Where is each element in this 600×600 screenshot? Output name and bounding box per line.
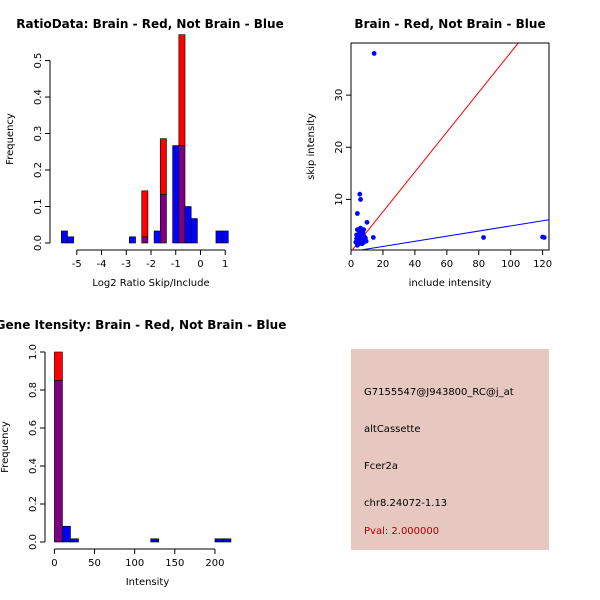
x-tick-label-0: 1: [222, 259, 228, 270]
red-bar-2: [54, 351, 63, 381]
blue-bar-0: [190, 218, 198, 244]
y-tick-label-0: 0.1: [33, 199, 44, 215]
blue-bar-0: [184, 206, 192, 244]
x-tick-label-0: -5: [72, 259, 82, 270]
x-tick-label-2: 100: [125, 558, 144, 569]
y-tick-label-1: 30: [334, 89, 345, 102]
x-tick-label-0: 0: [197, 259, 203, 270]
y-tick-label-0: 0.2: [33, 162, 44, 178]
overlap-bar-0: [159, 194, 167, 244]
x-axis-label-1: include intensity: [409, 278, 492, 289]
scatter-point: [356, 234, 362, 240]
scatter-point: [358, 197, 363, 202]
x-tick-label-2: 200: [205, 558, 224, 569]
x-tick-label-1: 0: [348, 259, 354, 270]
y-tick-label-2: 1.0: [28, 344, 39, 360]
blue-bar-0: [61, 230, 68, 244]
blue-bar-0: [153, 230, 161, 244]
y-tick-label-2: 0.4: [28, 458, 39, 474]
blue-bar-2: [150, 538, 160, 543]
y-tick-label-2: 0.6: [28, 420, 39, 436]
red-bar-0: [159, 138, 167, 195]
overlap-bar-0: [141, 236, 149, 244]
blue-bar-0: [221, 230, 229, 244]
blue-bar-0: [129, 236, 136, 244]
y-tick-label-1: 10: [334, 193, 345, 206]
x-tick-label-2: 0: [51, 558, 57, 569]
scatter-point: [481, 235, 486, 240]
scatter-point: [361, 227, 367, 233]
y-tick-label-0: 0.5: [33, 53, 44, 69]
y-tick-label-2: 0.8: [28, 382, 39, 398]
x-tick-label-2: 50: [88, 558, 101, 569]
y-tick-label-1: 20: [334, 141, 345, 154]
chart-title-0: RatioData: Brain - Red, Not Brain - Blue: [16, 17, 283, 31]
red-bar-0: [141, 190, 149, 238]
x-axis-label-0: Log2 Ratio Skip/Include: [92, 278, 209, 289]
blue-fit-line: [360, 219, 550, 251]
scatter-point: [364, 219, 370, 225]
scatter-point: [363, 238, 369, 244]
x-tick-label-1: 120: [533, 259, 552, 270]
scatter-point: [353, 239, 359, 245]
red-bar-0: [178, 34, 186, 146]
chart-title-2: Gene Itensity: Brain - Red, Not Brain - …: [0, 318, 286, 332]
x-axis-label-2: Intensity: [126, 577, 170, 588]
x-tick-label-0: -4: [97, 259, 107, 270]
blue-bar-2: [70, 538, 79, 543]
overlap-bar-0: [178, 145, 186, 244]
y-axis-label-0: Frequency: [5, 113, 16, 165]
blue-bar-2: [222, 538, 232, 543]
y-tick-label-0: 0.3: [33, 126, 44, 142]
y-tick-label-0: 0.4: [33, 89, 44, 105]
overlap-bar-2: [54, 380, 63, 543]
blue-bar-0: [67, 236, 74, 244]
x-tick-label-1: 20: [377, 259, 390, 270]
y-tick-label-0: 0.0: [33, 235, 44, 251]
scatter-point: [371, 51, 377, 56]
blue-bar-2: [62, 525, 71, 543]
scatter-point: [370, 235, 376, 240]
pval: Pval: 2.000000: [364, 526, 440, 537]
x-tick-label-2: 150: [165, 558, 184, 569]
x-tick-label-0: -1: [171, 259, 181, 270]
x-tick-label-0: -3: [121, 259, 131, 270]
scatter-point: [357, 191, 363, 197]
gene-name: Fcer2a: [364, 461, 399, 472]
red-fit-line: [351, 42, 519, 251]
chromosome-location: chr8.24072-1.13: [364, 498, 448, 509]
y-tick-label-2: 0.0: [28, 534, 39, 550]
plot-frame-1: [350, 42, 550, 251]
x-tick-label-1: 100: [501, 259, 520, 270]
y-axis-label-1: skip intensity: [306, 113, 317, 180]
blue-bar-0: [215, 230, 223, 244]
probe-id: G7155547@J943800_RC@j_at: [364, 387, 514, 398]
blue-bar-0: [172, 145, 180, 244]
x-tick-label-1: 80: [472, 259, 485, 270]
info-panel: G7155547@J943800_RC@j_at altCassette Fce…: [351, 349, 549, 550]
y-axis-label-2: Frequency: [0, 421, 11, 473]
x-tick-label-1: 60: [440, 259, 453, 270]
scatter-point: [354, 211, 360, 216]
event-type: altCassette: [364, 424, 421, 435]
y-tick-label-2: 0.2: [28, 496, 39, 512]
chart-title-1: Brain - Red, Not Brain - Blue: [354, 17, 545, 31]
scatter-point: [541, 235, 547, 240]
x-tick-label-0: -2: [146, 259, 156, 270]
x-tick-label-1: 40: [409, 259, 422, 270]
blue-bar-2: [214, 538, 224, 543]
